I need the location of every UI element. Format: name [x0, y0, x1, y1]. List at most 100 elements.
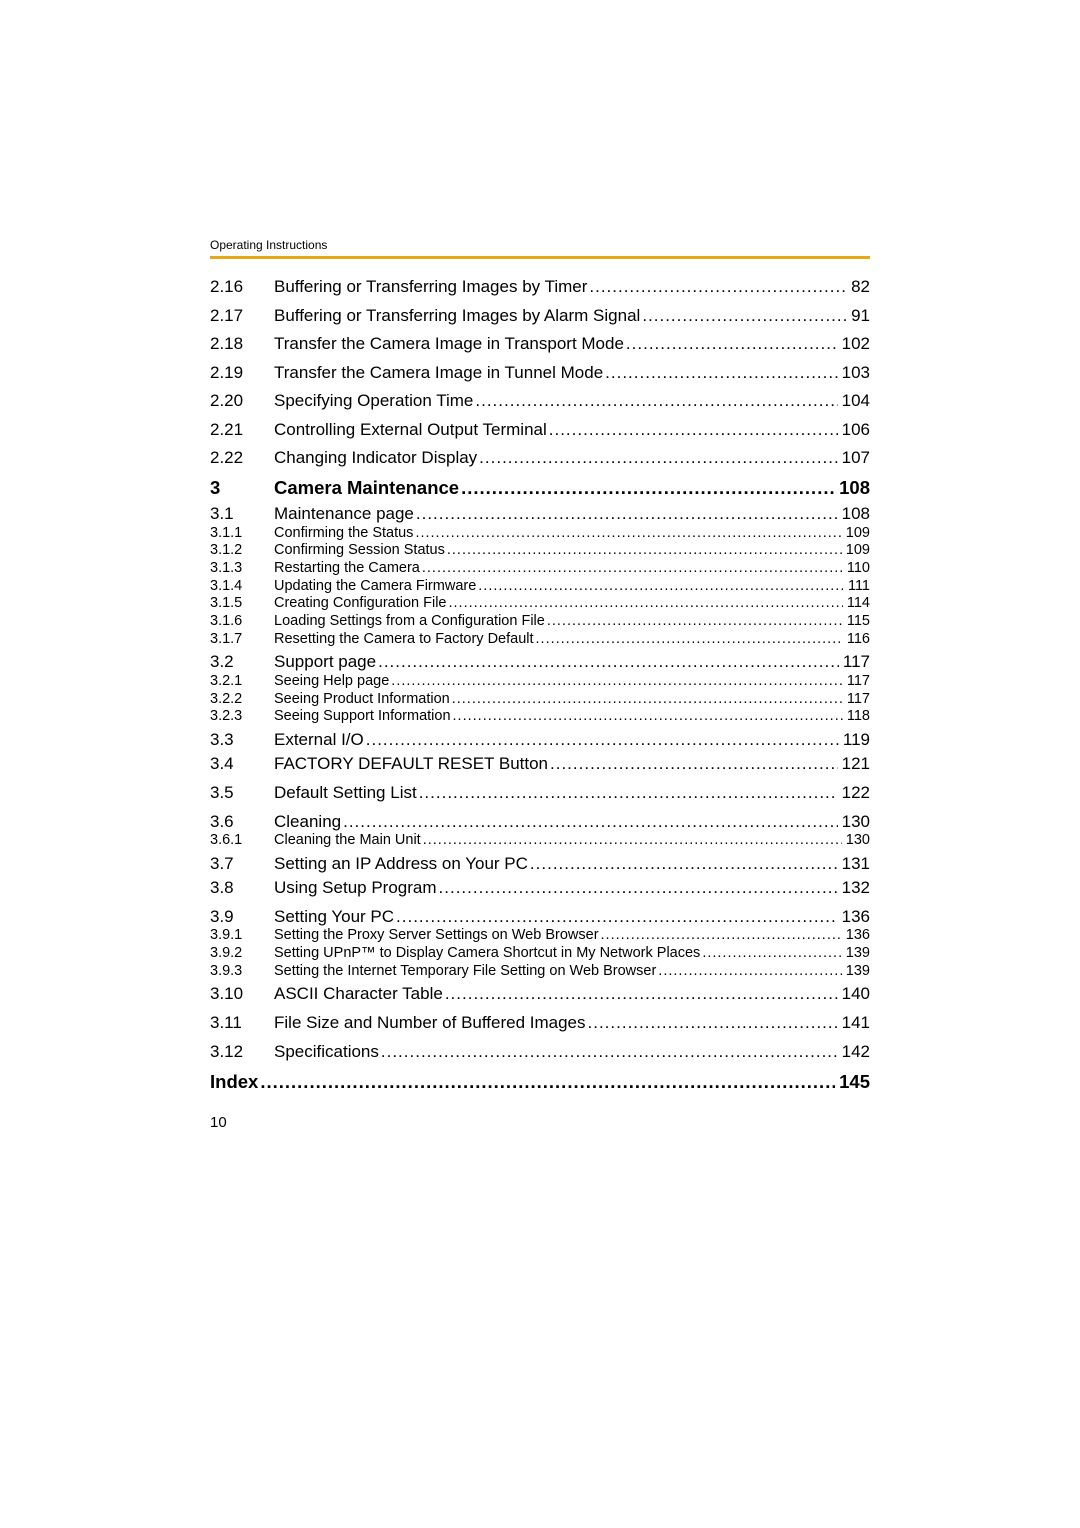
- toc-title: Setting UPnP™ to Display Camera Shortcut…: [274, 945, 700, 962]
- toc-number: 3.10: [210, 984, 274, 1004]
- toc-row: 3.1.5Creating Configuration File........…: [210, 595, 870, 612]
- leader-dots: ........................................…: [477, 448, 837, 468]
- toc-row: 3.2.1Seeing Help page...................…: [210, 673, 870, 690]
- toc-title: Controlling External Output Terminal: [274, 420, 547, 440]
- toc-page: 117: [843, 691, 870, 708]
- toc-title: Using Setup Program: [274, 878, 437, 898]
- toc-number: 3.1.4: [210, 578, 274, 595]
- toc-row: 3.1Maintenance page.....................…: [210, 504, 870, 524]
- toc-title: Setting Your PC: [274, 907, 394, 927]
- toc-number: 3.1.3: [210, 560, 274, 577]
- toc-title: Creating Configuration File: [274, 595, 446, 612]
- toc-body: Camera Maintenance......................…: [274, 477, 870, 498]
- toc-title: Support page: [274, 652, 376, 672]
- toc-title: Restarting the Camera: [274, 560, 420, 577]
- leader-dots: ........................................…: [379, 1042, 838, 1062]
- page-number: 10: [210, 1114, 870, 1131]
- toc-title: Cleaning: [274, 812, 341, 832]
- toc-body: Changing Indicator Display..............…: [274, 448, 870, 468]
- toc-number: 3: [210, 477, 274, 498]
- toc-row: 3.10ASCII Character Table...............…: [210, 984, 870, 1004]
- toc-row: 3.9Setting Your PC......................…: [210, 907, 870, 927]
- leader-dots: ........................................…: [445, 542, 842, 559]
- toc-title: Transfer the Camera Image in Transport M…: [274, 334, 624, 354]
- toc-body: Specifying Operation Time...............…: [274, 391, 870, 411]
- toc-page: 140: [838, 984, 870, 1004]
- toc-row: 3.8Using Setup Program..................…: [210, 878, 870, 898]
- toc-number: 2.21: [210, 420, 274, 440]
- toc-page: 110: [843, 560, 870, 577]
- toc-body: ASCII Character Table...................…: [274, 984, 870, 1004]
- toc-page: 107: [838, 448, 870, 468]
- toc-body: Seeing Support Information..............…: [274, 708, 870, 725]
- toc-title: Seeing Support Information: [274, 708, 451, 725]
- toc-row: 3.9.3Setting the Internet Temporary File…: [210, 963, 870, 980]
- toc-row: 2.17Buffering or Transferring Images by …: [210, 306, 870, 326]
- toc-page: 119: [839, 730, 870, 750]
- leader-dots: ........................................…: [548, 754, 838, 774]
- toc-row: 3.6.1Cleaning the Main Unit.............…: [210, 832, 870, 849]
- toc-page: 139: [842, 963, 870, 980]
- leader-dots: ........................................…: [476, 578, 844, 595]
- toc-title: Resetting the Camera to Factory Default: [274, 631, 534, 648]
- leader-dots: ........................................…: [389, 673, 843, 690]
- toc-body: Buffering or Transferring Images by Time…: [274, 277, 870, 297]
- leader-dots: ........................................…: [364, 730, 839, 750]
- leader-dots: ........................................…: [656, 963, 842, 980]
- toc-number: 3.6.1: [210, 832, 274, 849]
- toc-body: Updating the Camera Firmware............…: [274, 578, 870, 595]
- toc-title: FACTORY DEFAULT RESET Button: [274, 754, 548, 774]
- toc-title: Setting an IP Address on Your PC: [274, 854, 528, 874]
- toc-row: 3.2.3Seeing Support Information.........…: [210, 708, 870, 725]
- toc-index-row: Index ..................................…: [210, 1071, 870, 1092]
- toc-row: 3.1.3Restarting the Camera..............…: [210, 560, 870, 577]
- toc-list: 2.16Buffering or Transferring Images by …: [210, 277, 870, 1061]
- toc-number: 3.7: [210, 854, 274, 874]
- toc-body: Specifications..........................…: [274, 1042, 870, 1062]
- leader-dots: ........................................…: [700, 945, 841, 962]
- toc-number: 3.2.2: [210, 691, 274, 708]
- toc-page: 114: [843, 595, 870, 612]
- toc-title: Default Setting List: [274, 783, 417, 803]
- toc-title: Specifying Operation Time: [274, 391, 473, 411]
- leader-dots: ........................................…: [437, 878, 838, 898]
- toc-body: Setting UPnP™ to Display Camera Shortcut…: [274, 945, 870, 962]
- toc-row: 2.21Controlling External Output Terminal…: [210, 420, 870, 440]
- toc-body: File Size and Number of Buffered Images.…: [274, 1013, 870, 1033]
- toc-title: Loading Settings from a Configuration Fi…: [274, 613, 545, 630]
- index-title: Index: [210, 1071, 258, 1092]
- toc-body: Buffering or Transferring Images by Alar…: [274, 306, 870, 326]
- toc-body: Default Setting List....................…: [274, 783, 870, 803]
- toc-body: FACTORY DEFAULT RESET Button............…: [274, 754, 870, 774]
- toc-page: 118: [843, 708, 870, 725]
- toc-body: Seeing Help page........................…: [274, 673, 870, 690]
- toc-body: Restarting the Camera...................…: [274, 560, 870, 577]
- toc-body: Setting the Proxy Server Settings on Web…: [274, 927, 870, 944]
- toc-page: 103: [838, 363, 870, 383]
- toc-title: Camera Maintenance: [274, 477, 459, 498]
- leader-dots: ........................................…: [587, 277, 847, 297]
- leader-dots: ........................................…: [394, 907, 838, 927]
- toc-page: 116: [843, 631, 870, 648]
- toc-page: 131: [838, 854, 870, 874]
- toc-title: Updating the Camera Firmware: [274, 578, 476, 595]
- toc-page: 117: [839, 652, 870, 672]
- toc-number: 2.22: [210, 448, 274, 468]
- toc-page: 108: [838, 504, 870, 524]
- toc-page: 130: [842, 832, 870, 849]
- toc-number: 3.1.5: [210, 595, 274, 612]
- toc-body: Confirming the Status...................…: [274, 525, 870, 542]
- toc-page: 136: [842, 927, 870, 944]
- toc-page: 132: [838, 878, 870, 898]
- toc-number: 3.9.3: [210, 963, 274, 980]
- toc-page: Operating Instructions 2.16Buffering or …: [210, 238, 870, 1131]
- toc-row: 3.1.1Confirming the Status..............…: [210, 525, 870, 542]
- toc-body: Loading Settings from a Configuration Fi…: [274, 613, 870, 630]
- toc-number: 2.17: [210, 306, 274, 326]
- toc-page: 136: [838, 907, 870, 927]
- toc-body: Setting the Internet Temporary File Sett…: [274, 963, 870, 980]
- toc-page: 106: [838, 420, 870, 440]
- toc-row: 3.2Support page.........................…: [210, 652, 870, 672]
- toc-body: Setting an IP Address on Your PC........…: [274, 854, 870, 874]
- leader-dots: ........................................…: [414, 504, 838, 524]
